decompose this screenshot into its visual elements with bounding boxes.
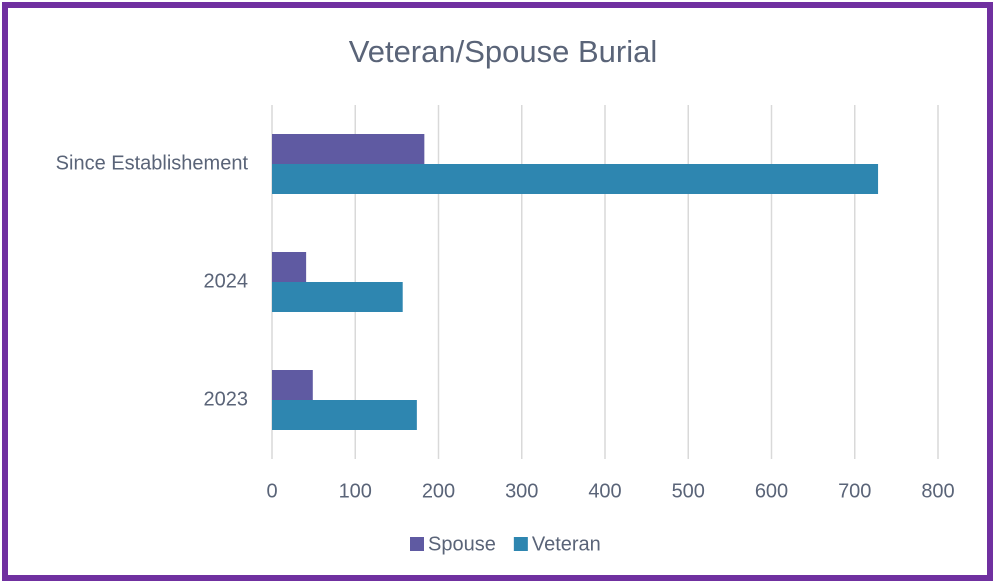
x-tick-label: 600: [755, 480, 788, 502]
y-tick-label: 2024: [204, 270, 249, 292]
bar: [272, 370, 313, 400]
x-tick-label: 0: [266, 480, 277, 502]
legend-swatch: [410, 537, 424, 551]
x-tick-label: 700: [838, 480, 871, 502]
bar: [272, 400, 417, 430]
x-tick-label: 800: [921, 480, 954, 502]
bar: [272, 134, 425, 164]
legend-label: Spouse: [428, 533, 496, 555]
x-tick-label: 300: [505, 480, 538, 502]
legend-swatch: [513, 537, 528, 551]
chart-title: Veteran/Spouse Burial: [349, 34, 658, 69]
x-tick-label: 200: [422, 480, 455, 502]
y-tick-label: Since Establishement: [56, 152, 249, 174]
bar: [272, 252, 307, 282]
bar: [272, 164, 879, 194]
x-tick-label: 500: [672, 480, 705, 502]
x-tick-label: 400: [588, 480, 621, 502]
bar: [272, 282, 403, 312]
y-tick-label: 2023: [204, 388, 249, 410]
legend-label: Veteran: [532, 533, 601, 555]
x-tick-label: 100: [339, 480, 372, 502]
